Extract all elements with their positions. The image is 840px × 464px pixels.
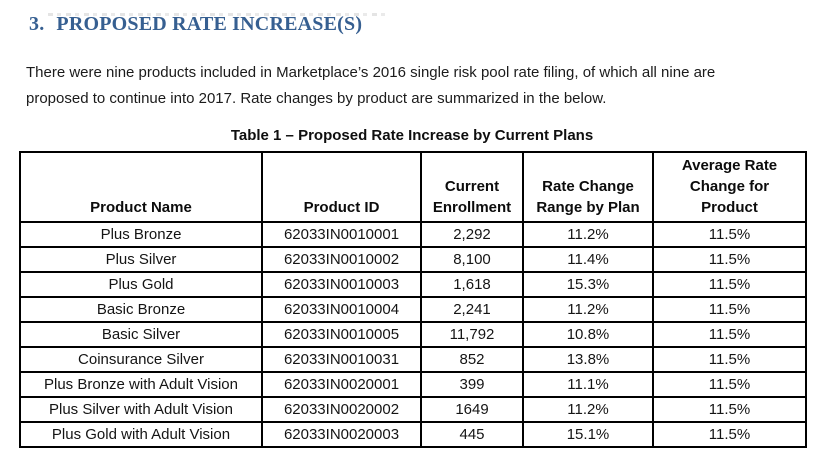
table-cell: 11,792 <box>420 321 524 348</box>
table-cell: 2,292 <box>420 221 524 248</box>
table-cell: 11.5% <box>652 346 807 373</box>
table-cell: 10.8% <box>522 321 654 348</box>
column-header: Current Enrollment <box>420 151 524 223</box>
table-cell: 2,241 <box>420 296 524 323</box>
section-heading-number: 3. <box>29 13 45 35</box>
table-cell: 62033IN0010003 <box>261 271 422 298</box>
table-cell: 11.4% <box>522 246 654 273</box>
table-cell: 11.2% <box>522 296 654 323</box>
table-row: Coinsurance Silver 62033IN0010031 852 13.8%… <box>19 346 807 373</box>
table-cell: 11.5% <box>652 296 807 323</box>
table-cell: 11.5% <box>652 221 807 248</box>
table-body: Plus Bronze 62033IN0010001 2,292 11.2% 11.5%… <box>19 221 807 448</box>
table-cell: Basic Bronze <box>19 296 263 323</box>
cropped-text-artifact <box>48 13 388 16</box>
table-cell: 62033IN0010004 <box>261 296 422 323</box>
table-cell: 11.1% <box>522 371 654 398</box>
table-cell: 62033IN0020002 <box>261 396 422 423</box>
table-row: Plus Gold 62033IN0010003 1,618 15.3% 11.5% <box>19 271 807 298</box>
rate-increase-table: Product Name Product ID Current Enrollment… <box>19 151 807 448</box>
table-row: Plus Gold with Adult Vision 62033IN002000… <box>19 421 807 448</box>
column-header: Average Rate Change for Product <box>652 151 807 223</box>
table-cell: 399 <box>420 371 524 398</box>
table-cell: 11.5% <box>652 421 807 448</box>
table-cell: Basic Silver <box>19 321 263 348</box>
table-header: Product Name Product ID Current Enrollment… <box>19 151 807 223</box>
document-page: { "heading": { "number": "3.", "title": … <box>0 12 840 464</box>
table-caption: Table 1 – Proposed Rate Increase by Curr… <box>230 127 594 144</box>
table-cell: Plus Gold <box>19 271 263 298</box>
table-cell: Plus Bronze with Adult Vision <box>19 371 263 398</box>
table-cell: 62033IN0020003 <box>261 421 422 448</box>
table-cell: 1,618 <box>420 271 524 298</box>
table-cell: 62033IN0010031 <box>261 346 422 373</box>
table-row: Basic Bronze 62033IN0010004 2,241 11.2% 11.5… <box>19 296 807 323</box>
table-cell: 11.5% <box>652 246 807 273</box>
table-cell: 15.3% <box>522 271 654 298</box>
table-cell: 8,100 <box>420 246 524 273</box>
table-cell: 62033IN0010005 <box>261 321 422 348</box>
table-cell: 62033IN0020001 <box>261 371 422 398</box>
header-row: Product Name Product ID Current Enrollment… <box>19 151 807 223</box>
table-cell: 62033IN0010002 <box>261 246 422 273</box>
table-cell: 13.8% <box>522 346 654 373</box>
table-cell: 1649 <box>420 396 524 423</box>
column-header: Product ID <box>261 151 422 223</box>
column-header: Rate Change Range by Plan <box>522 151 654 223</box>
table-row: Plus Bronze 62033IN0010001 2,292 11.2% 11.5% <box>19 221 807 248</box>
table-cell: Coinsurance Silver <box>19 346 263 373</box>
table-cell: 445 <box>420 421 524 448</box>
table-cell: 11.5% <box>652 271 807 298</box>
table-row: Plus Bronze with Adult Vision 62033IN0020… <box>19 371 807 398</box>
table-row: Plus Silver 62033IN0010002 8,100 11.4% 11.5% <box>19 246 807 273</box>
table-row: Plus Silver with Adult Vision 62033IN0020… <box>19 396 807 423</box>
table-cell: 11.5% <box>652 371 807 398</box>
table-cell: 11.5% <box>652 396 807 423</box>
table-row: Basic Silver 62033IN0010005 11,792 10.8% 11.… <box>19 321 807 348</box>
table-cell: Plus Bronze <box>19 221 263 248</box>
column-header: Product Name <box>19 151 263 223</box>
intro-paragraph: There were nine products included in Mar… <box>26 64 716 107</box>
table-cell: 15.1% <box>522 421 654 448</box>
table-cell: 11.5% <box>652 321 807 348</box>
table-cell: 11.2% <box>522 396 654 423</box>
table-cell: Plus Gold with Adult Vision <box>19 421 263 448</box>
table-cell: Plus Silver with Adult Vision <box>19 396 263 423</box>
section-heading: 3. PROPOSED RATE INCREASE(S) <box>29 12 840 36</box>
table-cell: 852 <box>420 346 524 373</box>
table-cell: 11.2% <box>522 221 654 248</box>
table-cell: 62033IN0010001 <box>261 221 422 248</box>
table-cell: Plus Silver <box>19 246 263 273</box>
section-heading-title: PROPOSED RATE INCREASE(S) <box>56 13 363 35</box>
